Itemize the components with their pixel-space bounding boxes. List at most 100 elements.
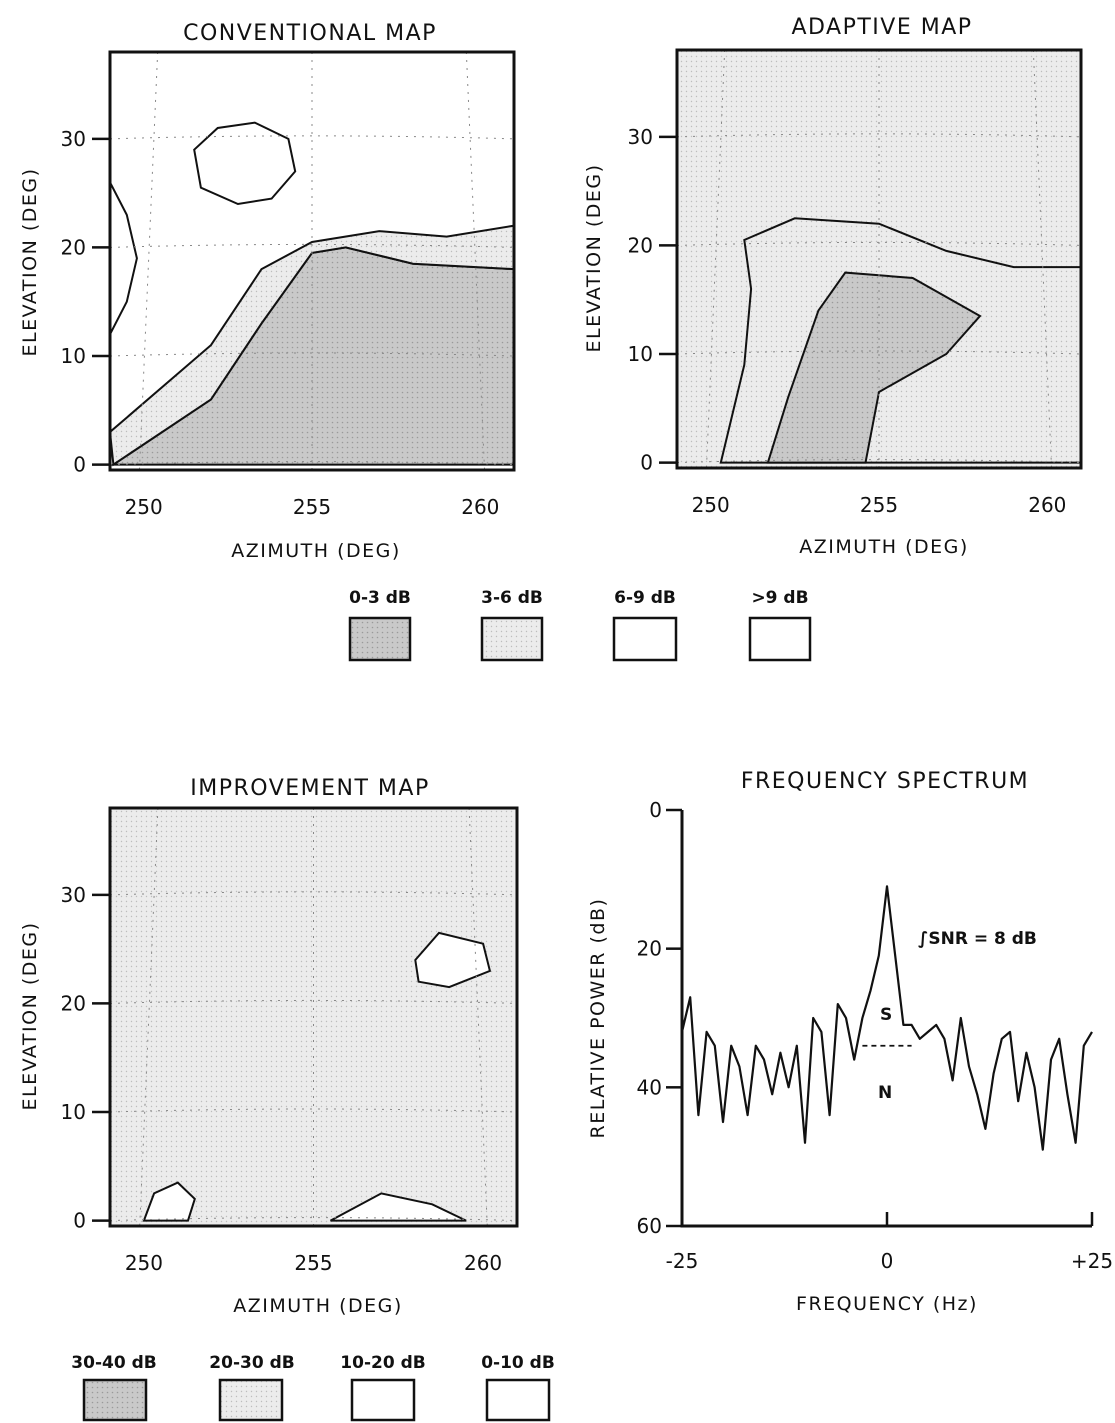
legend-swatch [348, 616, 412, 662]
y-tick-label: 30 [628, 125, 653, 149]
y-tick-label: 60 [637, 1214, 662, 1238]
contour-region [142, 1181, 196, 1222]
top-legend: 0-3 dB 3-6 dB 6-9 dB >9 dB [348, 588, 812, 662]
chart-title: IMPROVEMENT MAP [190, 776, 429, 801]
legend-item: 0-3 dB [348, 588, 412, 662]
improvement-map-panel: IMPROVEMENT MAP ELEVATION (DEG) AZIMUTH … [19, 776, 519, 1317]
x-tick-label: 260 [461, 495, 499, 519]
signal-label: S [880, 1005, 892, 1025]
grid-line-elevation [110, 1217, 517, 1222]
y-axis-label: ELEVATION (DEG) [19, 921, 41, 1110]
plot-content [110, 52, 514, 470]
x-tick-label: 250 [125, 1251, 163, 1275]
y-tick-label: 0 [73, 1209, 86, 1233]
plot-frame [675, 48, 1083, 470]
legend-swatch [480, 616, 544, 662]
y-tick-label: 0 [640, 451, 653, 475]
legend-swatch [218, 1378, 284, 1422]
x-tick-label: -25 [666, 1249, 699, 1273]
x-axis-label: AZIMUTH (DEG) [799, 536, 969, 558]
plot-area [110, 808, 517, 1226]
grid-line-azimuth [1032, 50, 1053, 468]
y-tick-label: 40 [637, 1075, 662, 1099]
legend-swatch [748, 616, 812, 662]
y-tick-label: 10 [61, 1100, 86, 1124]
adaptive-map-panel: ADAPTIVE MAP ELEVATION (DEG) AZIMUTH (DE… [583, 15, 1083, 558]
legend-label: 3-6 dB [481, 588, 543, 608]
tick-labels: -25 0 +25 0 20 40 60 [637, 798, 1114, 1273]
legend-swatch [485, 1378, 551, 1422]
legend-label: 6-9 dB [614, 588, 676, 608]
x-tick-label: 260 [1028, 493, 1066, 517]
snr-annotation: ∫SNR = 8 dB [918, 929, 1037, 949]
tick-labels: 250 255 260 0 10 20 30 [61, 127, 500, 519]
x-tick-label: 0 [881, 1249, 894, 1273]
grid-line-azimuth [138, 52, 159, 470]
conventional-map-panel: CONVENTIONAL MAP ELEVATION (DEG) AZIMUTH… [19, 21, 516, 562]
contour-region [110, 181, 138, 335]
grid-line-elevation [110, 1108, 517, 1113]
x-tick-label: 260 [464, 1251, 502, 1275]
plot-frame [108, 50, 516, 472]
y-tick-label: 0 [649, 798, 662, 822]
legend-item: >9 dB [748, 588, 812, 662]
legend-label: 0-10 dB [481, 1353, 555, 1373]
grid-line-elevation [110, 999, 517, 1004]
y-axis-label: ELEVATION (DEG) [19, 167, 41, 356]
x-tick-label: +25 [1071, 1249, 1113, 1273]
spectrum-line [680, 885, 1093, 1151]
y-tick-label: 20 [61, 235, 86, 259]
legend-label: >9 dB [751, 588, 808, 608]
grid-line-azimuth [468, 808, 488, 1226]
legend-item: 30-40 dB [71, 1353, 157, 1422]
legend-swatch [82, 1378, 148, 1422]
x-axis-label: FREQUENCY (Hz) [796, 1293, 978, 1315]
y-tick-label: 20 [637, 937, 662, 961]
legend-item: 10-20 dB [340, 1353, 426, 1422]
y-tick-label: 10 [61, 344, 86, 368]
plot-content [677, 50, 1081, 468]
legend-swatch [612, 616, 678, 662]
x-tick-label: 255 [293, 495, 331, 519]
y-tick-label: 0 [73, 453, 86, 477]
grid-line-azimuth [705, 50, 726, 468]
legend-label: 20-30 dB [209, 1353, 294, 1373]
grid-line-elevation [110, 891, 517, 896]
y-tick-label: 30 [61, 127, 86, 151]
contour-region [766, 271, 982, 464]
y-tick-label: 20 [61, 991, 86, 1015]
noise-label: N [878, 1083, 892, 1103]
y-tick-label: 20 [628, 233, 653, 257]
x-tick-label: 255 [294, 1251, 332, 1275]
frequency-spectrum-panel: FREQUENCY SPECTRUM RELATIVE POWER (dB) F… [587, 769, 1113, 1315]
x-axis-label: AZIMUTH (DEG) [233, 1295, 403, 1317]
y-tick-label: 10 [628, 342, 653, 366]
contour-region [330, 1192, 467, 1222]
chart-title: ADAPTIVE MAP [791, 15, 972, 40]
legend-swatch [350, 1378, 416, 1422]
legend-label: 30-40 dB [71, 1353, 156, 1373]
plot-content [110, 808, 517, 1226]
x-tick-label: 250 [692, 493, 730, 517]
grid-line-azimuth [139, 808, 159, 1226]
legend-label: 0-3 dB [349, 588, 411, 608]
tick-labels: 250 255 260 0 10 20 30 [61, 883, 503, 1275]
legend-label: 10-20 dB [340, 1353, 425, 1373]
contour-region [414, 931, 492, 989]
tick-labels: 250 255 260 0 10 20 30 [628, 125, 1067, 517]
x-axis-label: AZIMUTH (DEG) [231, 540, 401, 562]
chart-title: CONVENTIONAL MAP [183, 21, 437, 46]
plot-area [680, 885, 1093, 1151]
legend-item: 20-30 dB [209, 1353, 295, 1422]
y-tick-label: 30 [61, 883, 86, 907]
y-axis-label: RELATIVE POWER (dB) [587, 898, 609, 1139]
plot-area [677, 50, 1081, 468]
x-tick-label: 255 [860, 493, 898, 517]
contour-region [110, 224, 514, 467]
contour-region [193, 121, 297, 206]
bottom-legend: 30-40 dB 20-30 dB 10-20 dB 0-10 dB [71, 1353, 555, 1422]
legend-item: 0-10 dB [481, 1353, 555, 1422]
plot-frame [108, 806, 519, 1228]
legend-item: 6-9 dB [612, 588, 678, 662]
